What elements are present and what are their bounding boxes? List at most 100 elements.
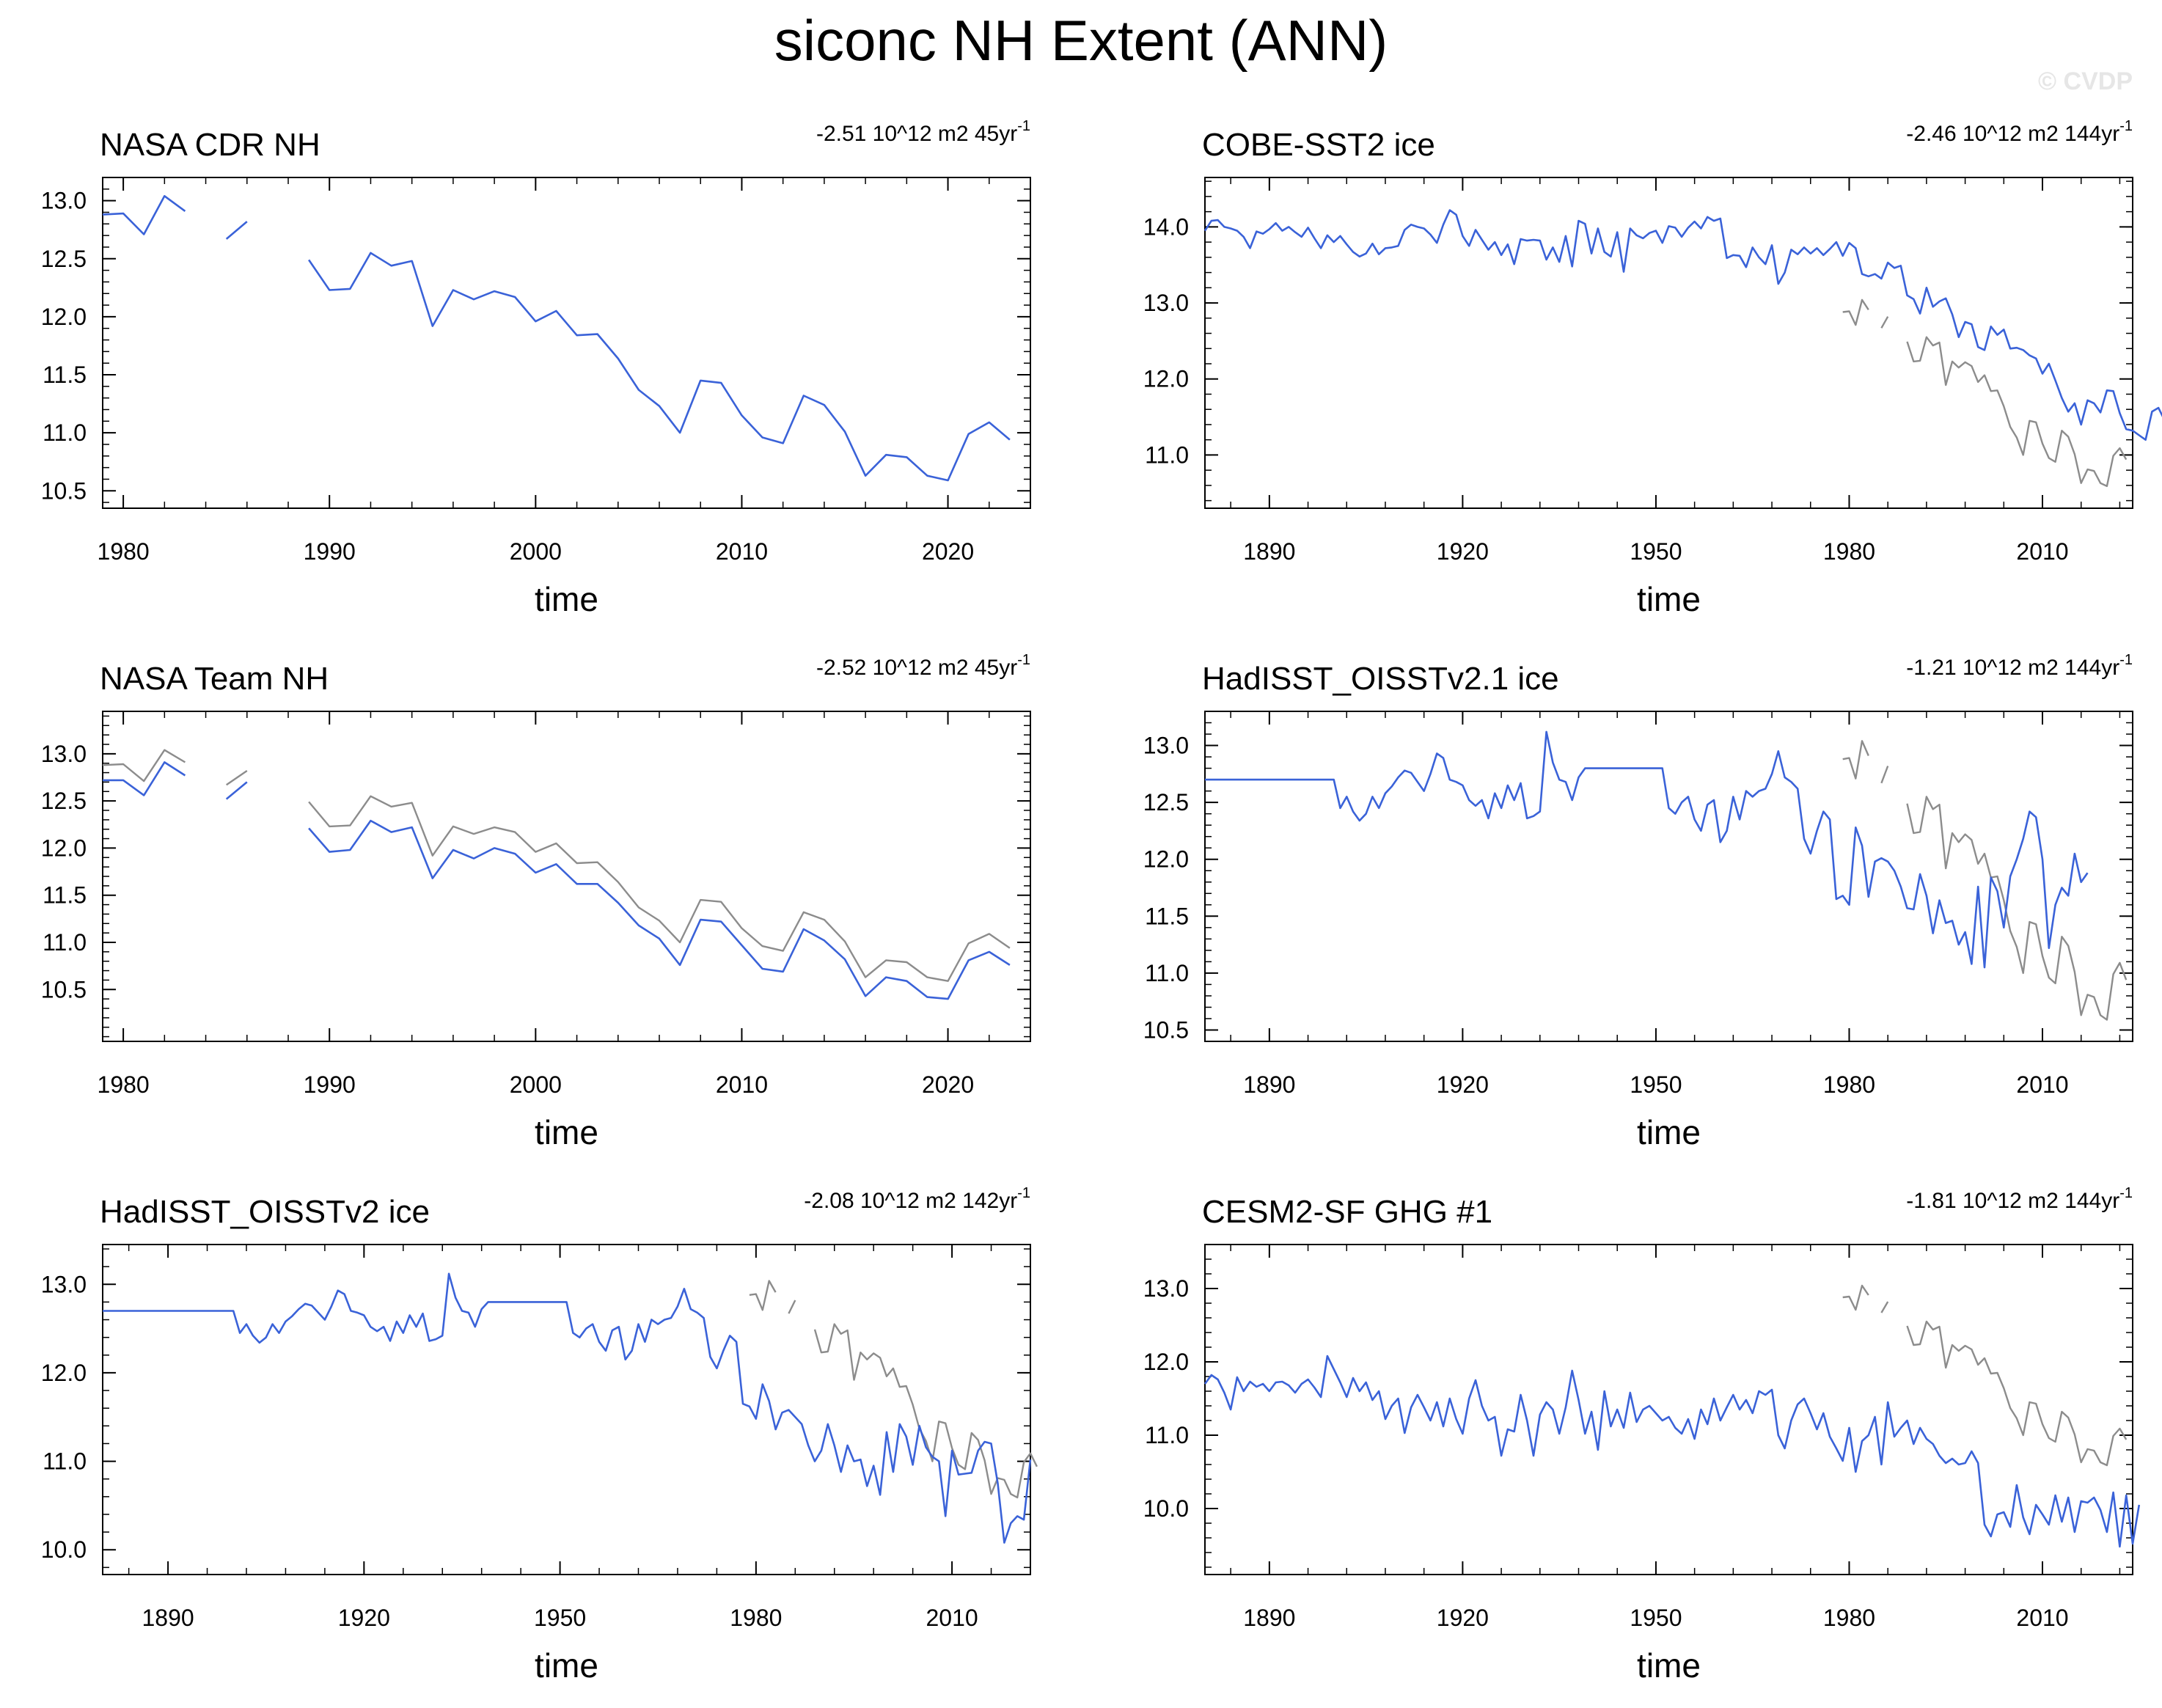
x-tick-label: 1980 [98,538,150,565]
plot-frame [102,1244,1031,1575]
y-tick-label: 12.0 [41,1360,87,1386]
panel-title: NASA CDR NH [100,127,320,163]
trend-value: -2.08 10^12 m2 142yr [804,1189,1017,1213]
x-axis-label: time [535,1113,598,1151]
panel-title: HadISST_OISSTv2 ice [100,1194,430,1230]
trend-superscript: -1 [1017,118,1030,134]
y-tick-label: 11.5 [1145,903,1189,929]
plot-frame [1204,177,2133,509]
chart-panel-2: COBE-SST2 ice -2.46 10^12 m2 144yr-1 11.0 1… [1143,118,2162,618]
x-tick-label: 1890 [1243,538,1295,565]
y-tick-label: 10.0 [1143,1495,1189,1522]
y-tick-label: 10.0 [41,1536,87,1563]
trend-value: -2.52 10^12 m2 45yr [816,656,1017,680]
y-tick-label: 13.0 [1143,290,1189,316]
plot-frame [1204,711,2133,1042]
chart-panel-5: HadISST_OISSTv2 ice -2.08 10^12 m2 142yr-… [41,1185,1038,1685]
series-line [103,1272,1032,1544]
y-tick-label: 11.0 [1145,960,1189,986]
x-tick-label: 1980 [1823,1071,1875,1098]
x-tick-label: 1890 [142,1605,194,1631]
y-tick-label: 11.0 [43,1448,87,1475]
trend-superscript: -1 [1017,652,1030,668]
chart-panel-3: NASA Team NH -2.52 10^12 m2 45yr-1 10.5 11.… [41,652,1031,1151]
panel-title: COBE-SST2 ice [1202,127,1435,163]
x-tick-label: 1990 [304,1071,356,1098]
x-tick-label: 2010 [716,538,768,565]
y-tick-label: 13.0 [1143,1275,1189,1302]
y-tick-label: 12.0 [1143,366,1189,392]
trend-value: -1.81 10^12 m2 144yr [1906,1189,2119,1213]
figure-title: siconc NH Extent (ANN) [774,8,1388,73]
y-tick-label: 12.0 [41,304,87,330]
y-tick-label: 14.0 [1143,213,1189,240]
x-tick-label: 1950 [1630,1071,1682,1098]
y-tick-label: 10.5 [41,477,87,504]
y-tick-label: 11.5 [43,362,87,388]
observations-line [749,1280,1038,1499]
x-tick-label: 1890 [1243,1071,1295,1098]
panel-title: NASA Team NH [100,661,329,697]
trend-superscript: -1 [2119,1185,2133,1201]
y-tick-label: 13.0 [41,741,87,767]
y-tick-label: 11.0 [43,419,87,446]
x-tick-label: 1950 [1630,538,1682,565]
series-line [102,195,1011,482]
trend-annotation: -2.51 10^12 m2 45yr-1 [816,118,1030,146]
observations-line [102,749,1011,982]
trend-value: -1.21 10^12 m2 144yr [1906,656,2119,680]
trend-annotation: -1.21 10^12 m2 144yr-1 [1906,652,2133,680]
cvdp-watermark: © CVDP [2038,67,2133,95]
plot-frame [1204,1244,2133,1575]
x-tick-label: 1980 [1823,1605,1875,1631]
x-tick-label: 2000 [510,1071,562,1098]
plot-frame [102,177,1031,509]
trend-superscript: -1 [2119,652,2133,668]
x-tick-label: 2010 [716,1071,768,1098]
y-tick-label: 12.5 [41,246,87,272]
y-tick-label: 11.0 [1145,441,1189,468]
trend-annotation: -2.52 10^12 m2 45yr-1 [816,652,1030,680]
panel-title: CESM2-SF GHG #1 [1202,1194,1492,1230]
x-axis-label: time [535,1646,598,1685]
x-axis-label: time [1637,1113,1701,1151]
y-tick-label: 12.0 [41,835,87,861]
chart-panel-4: HadISST_OISSTv2.1 ice -1.21 10^12 m2 144y… [1143,652,2133,1151]
x-axis-label: time [1637,1646,1701,1685]
y-tick-label: 11.0 [1145,1422,1189,1448]
observations-line [1842,740,2128,1021]
x-tick-label: 1990 [304,538,356,565]
y-tick-label: 11.5 [43,882,87,909]
trend-annotation: -2.08 10^12 m2 142yr-1 [804,1185,1030,1213]
y-tick-label: 12.0 [1143,1349,1189,1375]
observations-line [1842,298,2128,488]
plot-frame [102,711,1031,1042]
panel-title: HadISST_OISSTv2.1 ice [1202,661,1559,697]
series-line [1203,209,2162,441]
x-tick-label: 2010 [2016,1071,2068,1098]
x-tick-label: 1920 [1437,1605,1489,1631]
x-tick-label: 2020 [922,1071,974,1098]
x-tick-label: 1920 [1437,538,1489,565]
y-tick-label: 13.0 [41,1271,87,1297]
x-tick-label: 2000 [510,538,562,565]
y-tick-label: 10.5 [1143,1016,1189,1043]
y-tick-label: 12.5 [1143,789,1189,815]
series-line [1205,730,2089,969]
x-tick-label: 1920 [338,1605,390,1631]
x-tick-label: 1920 [1437,1071,1489,1098]
x-axis-label: time [535,580,598,618]
y-tick-label: 12.5 [41,788,87,814]
trend-superscript: -1 [1017,1185,1030,1201]
x-tick-label: 2010 [2016,1605,2068,1631]
x-tick-label: 1890 [1243,1605,1295,1631]
trend-value: -2.51 10^12 m2 45yr [816,122,1017,146]
y-tick-label: 13.0 [41,188,87,214]
x-axis-label: time [1637,580,1701,618]
series-line [103,761,1011,1000]
x-tick-label: 1950 [1630,1605,1682,1631]
x-tick-label: 2010 [926,1605,978,1631]
y-tick-label: 11.0 [43,929,87,956]
x-tick-label: 1950 [534,1605,586,1631]
